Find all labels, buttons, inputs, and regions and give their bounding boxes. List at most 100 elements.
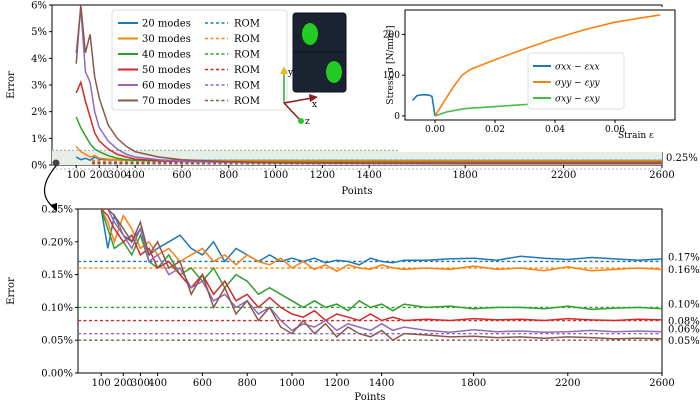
legend-label: 20 modes — [142, 19, 191, 30]
x-tick-label: 600 — [193, 378, 212, 389]
bottom-y-ticks: 0.00% 0.05% 0.10% 0.15% 0.20% 0.25% — [41, 205, 78, 380]
y-tick-label: 0.10% — [41, 303, 73, 314]
inset-x-tick-label: 0.02 — [485, 125, 505, 135]
specimen-illustration: y x z — [280, 12, 347, 127]
inset-legend-box — [527, 52, 625, 110]
x-tick-label: 200 — [90, 170, 109, 181]
inset-x-tick-label: 0.06 — [605, 125, 625, 135]
legend-label-rom: ROM — [234, 65, 260, 76]
y-tick-label: 0.25% — [41, 205, 73, 216]
x-tick-label: 1200 — [324, 378, 349, 389]
inset-y-tick-label: 200 — [383, 30, 400, 40]
inset-series-line — [411, 93, 436, 117]
legend-box — [111, 9, 288, 111]
x-tick-label: 1800 — [461, 378, 486, 389]
svg-text:y: y — [287, 68, 294, 78]
x-tick-label: 100 — [92, 378, 111, 389]
x-tick-label: 2600 — [649, 378, 674, 389]
legend-label-rom: ROM — [234, 81, 260, 92]
rom-value-label: 0.08% — [668, 317, 700, 328]
top-y-label: Error — [6, 71, 17, 99]
bottom-series — [78, 208, 663, 342]
top-series — [75, 4, 662, 165]
bottom-plot-frame — [77, 208, 663, 374]
series-line — [101, 208, 663, 342]
legend-label: 60 modes — [142, 81, 191, 92]
inset-legend-label: σxy − εxy — [555, 95, 600, 105]
y-tick-label: 2% — [31, 107, 47, 118]
x-tick-label: 200 — [114, 378, 133, 389]
x-tick-label: 100 — [67, 170, 86, 181]
stress-strain-inset: 0.00 0.02 0.04 0.06 0 100 200 σxx − εxx σyy − … — [383, 7, 696, 152]
legend-label: 50 modes — [142, 65, 191, 76]
x-tick-label: 600 — [172, 170, 191, 181]
y-tick-label: 0% — [31, 161, 47, 172]
y-tick-label: 1% — [31, 134, 47, 145]
specimen-hole-top — [302, 23, 318, 45]
legend-label: 70 modes — [142, 96, 191, 107]
x-tick-label: 1400 — [369, 378, 394, 389]
bottom-y-label: Error — [6, 277, 17, 305]
x-tick-label: 400 — [148, 378, 167, 389]
legend-label-rom: ROM — [234, 96, 260, 107]
x-tick-label: 1000 — [263, 170, 288, 181]
zoom-connector — [43, 159, 60, 212]
inset-y-label: Stress σ [N/mm²] — [386, 25, 396, 104]
rom-value-label: 0.05% — [668, 336, 700, 347]
inset-legend-label: σyy − εyy — [555, 79, 600, 89]
top-legend: 20 modes ROM 30 modes ROM 40 modes ROM 50 mode… — [111, 9, 288, 111]
y-tick-label: 0.20% — [41, 237, 73, 248]
y-tick-label: 0.00% — [41, 369, 73, 380]
y-tick-label: 5% — [31, 27, 47, 38]
legend-label-rom: ROM — [234, 50, 260, 61]
inset-y-tick-label: 0 — [394, 112, 400, 122]
x-tick-label: 400 — [126, 170, 145, 181]
top-y-ticks: 0% 1% 2% 3% 4% 5% 6% — [31, 1, 52, 172]
rom-value-label: 0.10% — [668, 299, 700, 310]
axis-triad: y x z — [280, 66, 318, 127]
series-line — [100, 208, 663, 266]
inset-x-tick-label: 0.00 — [425, 125, 445, 135]
legend-label: 30 modes — [142, 34, 191, 45]
rom-value-label: 0.17% — [668, 252, 700, 263]
series-line — [75, 4, 662, 165]
inset-y-ticks: 0 100 200 — [383, 30, 405, 122]
svg-text:z: z — [305, 117, 310, 127]
y-tick-label: 0.05% — [41, 336, 73, 347]
bottom-rom-labels: 0.17% 0.16% 0.10% 0.08%0.06%0.05% — [668, 252, 700, 347]
top-x-label: Points — [341, 186, 372, 197]
x-tick-label: 800 — [238, 378, 257, 389]
inset-legend-label: σxx − εxx — [555, 63, 600, 73]
legend-label: 40 modes — [142, 50, 191, 61]
inset-series-line — [434, 14, 661, 117]
bottom-x-label: Points — [354, 392, 385, 402]
inset-y-tick-label: 100 — [383, 71, 400, 81]
inset-legend: σxx − εxx σyy − εyy σxy − εxy — [527, 52, 625, 110]
x-tick-label: 1200 — [310, 170, 335, 181]
legend-label-rom: ROM — [234, 34, 260, 45]
x-tick-label: 1000 — [279, 378, 304, 389]
series-line — [100, 208, 663, 312]
rom-value-label: 0.16% — [668, 265, 700, 276]
rom-value-label: 0.06% — [668, 325, 700, 336]
x-tick-label: 300 — [131, 378, 150, 389]
specimen-hole-bottom — [326, 61, 342, 83]
x-tick-label: 300 — [108, 170, 127, 181]
series-line — [100, 208, 663, 322]
x-tick-label: 1400 — [356, 170, 381, 181]
inset-x-ticks: 0.00 0.02 0.04 0.06 — [425, 120, 625, 135]
series-line — [101, 208, 663, 334]
x-tick-label: 800 — [219, 170, 238, 181]
inset-frame — [404, 9, 676, 121]
x-tick-label: 2200 — [555, 378, 580, 389]
y-tick-label: 0.15% — [41, 270, 73, 281]
x-tick-label: 2600 — [649, 170, 674, 181]
y-tick-label: 3% — [31, 81, 47, 92]
y-tick-label: 6% — [31, 1, 47, 12]
y-tick-label: 4% — [31, 54, 47, 65]
